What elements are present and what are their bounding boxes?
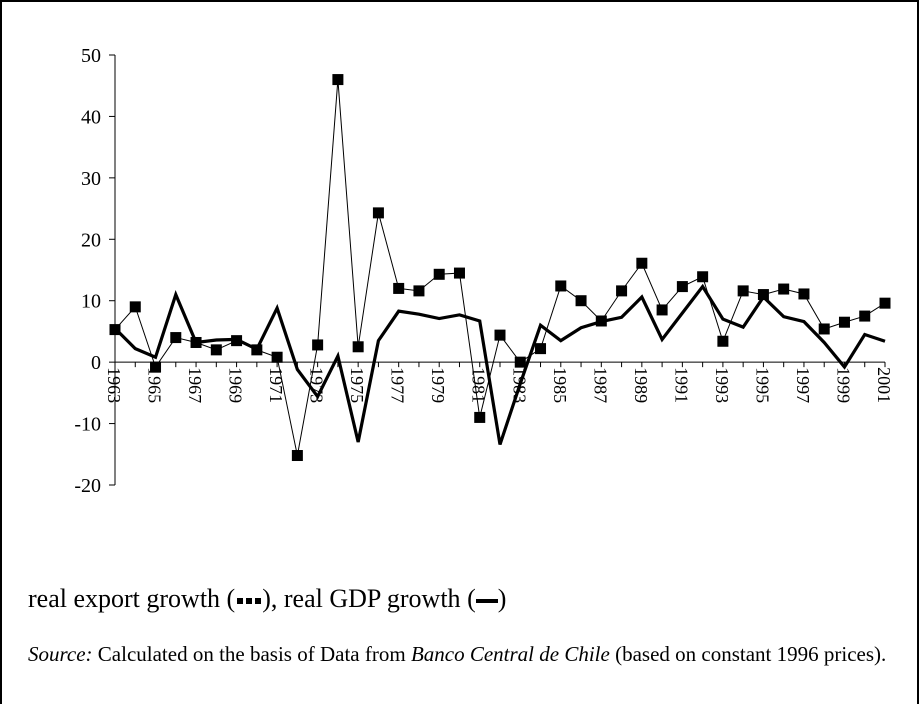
y-tick-label: 0: [91, 352, 101, 374]
data-point: [838, 316, 850, 328]
x-tick-label: 1995: [752, 367, 772, 403]
y-tick-label: 10: [81, 291, 101, 313]
data-point: [271, 351, 283, 363]
data-point: [798, 288, 810, 300]
legend-symbol: [235, 584, 262, 613]
data-point: [231, 335, 243, 347]
x-tick-label: 1987: [590, 367, 610, 403]
data-point: [697, 271, 709, 283]
data-point: [190, 336, 202, 348]
data-point: [656, 304, 668, 316]
legend: real export growth (), real GDP growth (…: [28, 584, 506, 614]
y-tick-label: -20: [74, 475, 101, 497]
legend-square: [254, 598, 261, 605]
x-tick-label: 1999: [833, 367, 853, 403]
x-tick-label: 1989: [631, 367, 651, 403]
data-point: [474, 411, 486, 423]
y-tick-label: -10: [74, 414, 101, 436]
data-point: [291, 450, 303, 462]
x-tick-label: 1969: [226, 367, 246, 403]
data-point: [433, 268, 445, 280]
x-tick-label: 1967: [185, 367, 205, 403]
data-point: [312, 339, 324, 351]
x-tick-label: 1985: [550, 367, 570, 403]
data-point: [332, 74, 344, 86]
legend-punct: ),: [262, 584, 284, 613]
data-point: [150, 361, 162, 373]
x-tick-label: 2001: [874, 367, 894, 403]
x-tick-label: 1993: [712, 367, 732, 403]
data-point: [494, 329, 506, 341]
data-point: [879, 297, 891, 309]
data-point: [453, 267, 465, 279]
data-point: [616, 285, 628, 297]
legend-punct: (: [467, 584, 476, 613]
data-point: [393, 282, 405, 294]
data-point: [636, 257, 648, 269]
series-line: [113, 283, 886, 445]
data-point: [595, 315, 607, 327]
x-tick-label: 1981: [469, 367, 489, 403]
legend-line: [475, 599, 498, 604]
data-point: [170, 332, 182, 344]
data-point: [737, 285, 749, 297]
data-point: [859, 310, 871, 322]
data-point: [372, 207, 384, 219]
y-tick-label: 40: [81, 106, 101, 128]
data-point: [251, 344, 263, 356]
x-tick-label: 1977: [388, 367, 408, 403]
data-point: [757, 289, 769, 301]
legend-punct: ): [497, 584, 507, 613]
data-point: [575, 295, 587, 307]
legend-label: real GDP growth: [283, 584, 461, 613]
x-tick-label: 1991: [671, 367, 691, 403]
note-text: (based on constant 1996 prices).: [615, 642, 887, 666]
data-point: [129, 301, 141, 313]
note-label: Source:: [28, 642, 93, 666]
y-tick-label: 50: [81, 45, 101, 67]
data-point: [535, 343, 547, 355]
data-point: [109, 324, 121, 336]
x-tick-label: 1965: [145, 367, 165, 403]
data-point: [717, 335, 729, 347]
data-point: [676, 281, 688, 293]
data-point: [818, 323, 830, 335]
x-tick-label: 1979: [428, 367, 448, 403]
legend-punct: (: [226, 584, 236, 613]
x-tick-label: 1975: [347, 367, 367, 403]
data-point: [555, 280, 567, 292]
data-point: [210, 344, 222, 356]
source-note: Source: Calculated on the basis of Data …: [28, 640, 888, 669]
data-point: [413, 285, 425, 297]
data-point: [352, 341, 364, 353]
note-text: Calculated on the basis of Data from: [97, 642, 406, 666]
note-text: Banco Central de Chile: [410, 642, 610, 666]
x-tick-label: 1963: [104, 367, 124, 403]
y-tick-label: 20: [81, 229, 101, 251]
y-tick-label: 30: [81, 168, 101, 190]
data-point: [778, 283, 790, 295]
legend-square: [236, 598, 243, 605]
legend-label: real export growth: [28, 584, 221, 613]
legend-square: [245, 598, 252, 605]
legend-symbol: [475, 584, 498, 613]
data-point: [514, 356, 526, 368]
x-tick-label: 1997: [793, 367, 813, 403]
